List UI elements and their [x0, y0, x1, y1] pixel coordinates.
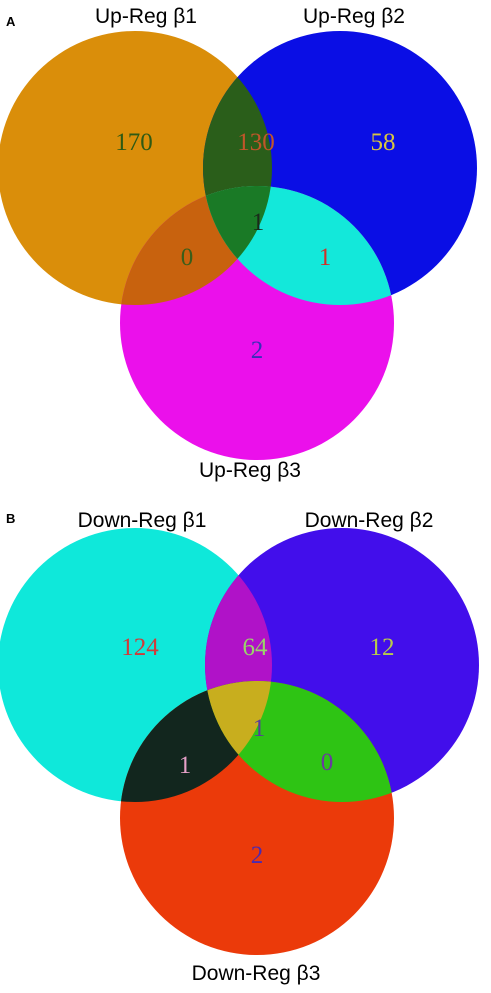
- set-label-2: Down-Reg β2: [305, 509, 434, 532]
- count-only-2: 58: [371, 129, 396, 156]
- set-label-2: Up-Reg β2: [303, 5, 405, 28]
- overlap-2-3: [203, 186, 394, 305]
- overlap-1-3: [120, 681, 272, 802]
- set-label-3: Up-Reg β3: [199, 459, 301, 482]
- set-label-1: Down-Reg β1: [78, 509, 207, 532]
- count-2-3: 0: [321, 749, 334, 776]
- panel-letter: B: [6, 511, 15, 526]
- count-1-2: 130: [237, 129, 275, 156]
- set-label-3: Down-Reg β3: [192, 962, 321, 985]
- count-only-1: 170: [115, 129, 153, 156]
- count-1-2: 64: [243, 634, 269, 661]
- venn-panel-b: B Down-Reg β1 Down-Reg β2 Down-Reg β3 12…: [0, 509, 479, 985]
- overlap-2-3: [205, 681, 394, 802]
- count-only-2: 12: [370, 634, 395, 661]
- panel-letter: A: [6, 14, 16, 29]
- count-only-3: 2: [251, 337, 264, 364]
- count-1-2-3: 1: [252, 209, 265, 236]
- count-2-3: 1: [319, 244, 332, 271]
- venn-panel-a: A Up-Reg β1 Up-Reg β2 Up-Reg β3 170 58 2…: [0, 5, 477, 482]
- count-1-3: 1: [179, 752, 192, 779]
- overlap-1-3: [120, 186, 272, 305]
- count-only-3: 2: [251, 842, 264, 869]
- count-only-1: 124: [121, 634, 159, 661]
- set-label-1: Up-Reg β1: [95, 5, 197, 28]
- count-1-2-3: 1: [253, 715, 266, 742]
- count-1-3: 0: [181, 244, 194, 271]
